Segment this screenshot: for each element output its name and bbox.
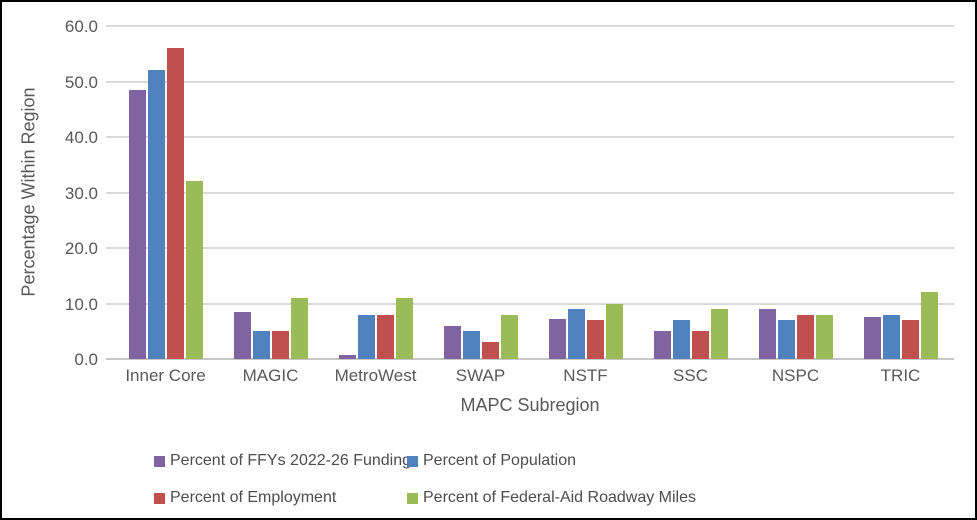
x-category-label: SWAP [455,366,506,385]
x-category-label: MetroWest [334,366,417,385]
bar-magic-series-0 [233,311,251,359]
legend-label: Percent of Population [423,452,576,469]
gridline [106,302,954,305]
x-category-label: MAGIC [242,366,299,385]
bar-nspc-series-0 [758,309,776,359]
x-axis-baseline [106,358,954,360]
bar-tric-series-3 [920,292,938,359]
y-tick-label: 0.0 [74,350,98,369]
bar-tric-series-2 [901,320,919,359]
legend-item: Percent of FFYs 2022-26 Funding [154,451,411,471]
bar-nspc-series-3 [815,314,833,359]
bar-ssc-series-1 [672,320,690,359]
bar-ssc-series-2 [691,331,709,359]
x-category-label: NSTF [563,366,608,385]
bar-swap-series-1 [462,331,480,359]
bar-ssc-series-3 [710,309,728,359]
bar-swap-series-2 [481,342,499,359]
bar-magic-series-1 [252,331,270,359]
y-tick-label: 20.0 [64,239,98,258]
bar-nstf-series-3 [605,303,623,359]
x-category-label: Inner Core [125,366,206,385]
y-tick-label: 50.0 [64,72,98,92]
bar-nspc-series-1 [777,320,795,359]
gridline [106,80,954,83]
y-tick-label: 40.0 [64,128,98,147]
bar-magic-series-2 [271,331,289,359]
legend-item: Percent of Federal-Aid Roadway Miles [407,488,696,508]
bar-inner-core-series-1 [147,70,165,359]
bar-metrowest-series-3 [395,297,413,359]
bar-swap-series-3 [500,314,518,359]
legend-item: Percent of Employment [154,488,336,508]
bar-nspc-series-2 [796,314,814,359]
gridline [106,25,954,27]
legend-swatch-icon [154,455,165,467]
bar-nstf-series-1 [567,309,585,359]
x-axis-title: MAPC Subregion [460,395,600,415]
gridline [106,191,954,194]
y-axis-title: Percentage Within Region [18,87,39,297]
gridline [106,136,954,138]
gridline [106,247,954,249]
bar-metrowest-series-1 [357,314,375,359]
legend-label: Percent of Employment [170,489,337,506]
bar-swap-series-0 [443,325,461,359]
x-category-label: SSC [673,366,708,385]
legend-label: Percent of Federal-Aid Roadway Miles [423,489,697,506]
bar-nstf-series-2 [586,320,604,359]
bar-inner-core-series-2 [166,48,184,359]
y-tick-label: 30.0 [64,183,98,203]
x-category-label: NSPC [771,366,820,385]
bar-tric-series-0 [863,317,881,359]
bar-metrowest-series-2 [376,314,394,359]
y-tick-label: 10.0 [64,294,98,314]
legend-swatch-icon [154,492,165,504]
legend-label: Percent of FFYs 2022-26 Funding [170,452,412,469]
legend-swatch-icon [407,492,418,504]
bar-inner-core-series-3 [185,181,203,359]
bar-tric-series-1 [882,314,900,359]
bar-ssc-series-0 [653,331,671,359]
bar-metrowest-series-0 [338,355,356,359]
legend-swatch-icon [407,455,418,467]
y-tick-label: 60.0 [64,17,98,36]
bar-magic-series-3 [290,297,308,359]
legend-item: Percent of Population [407,451,576,471]
bar-inner-core-series-0 [128,89,146,359]
bar-nstf-series-0 [548,319,566,359]
x-category-label: TRIC [880,366,921,385]
